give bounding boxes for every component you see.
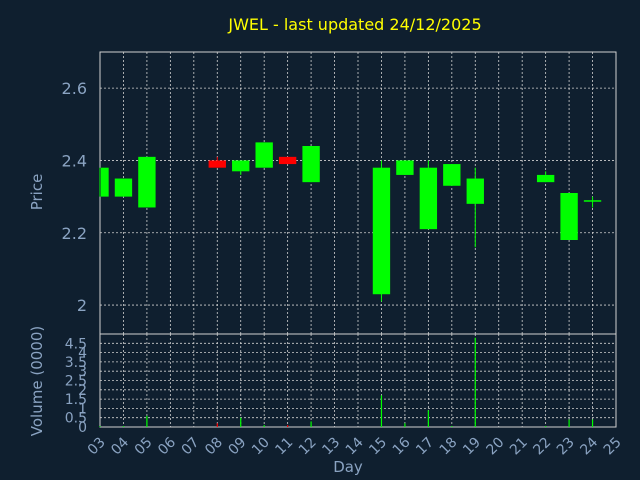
price-tick-label-2.6: 2.6 xyxy=(62,79,87,98)
price-axis-label: Price xyxy=(28,174,46,211)
candle-body-22 xyxy=(536,174,555,183)
volume-tick-label-4.5: 4.5 xyxy=(65,336,87,352)
candle-body-08 xyxy=(208,160,226,168)
candle-body-17 xyxy=(419,167,438,230)
candle-body-16 xyxy=(396,160,414,175)
volume-tick-label-2.5: 2.5 xyxy=(65,374,87,390)
volume-tick-label-0.5: 0.5 xyxy=(65,411,87,427)
candle-body-09 xyxy=(232,160,250,172)
candle-body-12 xyxy=(302,146,320,183)
volume-tick-label-3.5: 3.5 xyxy=(65,355,87,371)
candle-body-11 xyxy=(278,156,297,165)
volume-panel: 00.511.522.533.544.5 xyxy=(65,333,617,436)
candle-body-19 xyxy=(466,178,484,204)
volume-tick-label-4: 4 xyxy=(78,346,87,362)
x-axis-label: Day xyxy=(333,458,363,476)
x-axis: 03 04 05 06 07 08 09 10 11 12 13 14 15 16 17 18 19 20 21 22… xyxy=(85,434,625,458)
price-panel: 2 2.2 2.4 2.6 xyxy=(62,51,617,335)
volume-tick-label-1.5: 1.5 xyxy=(65,392,87,408)
volume-tick-label-3: 3 xyxy=(78,364,87,380)
volume-tick-label-2: 2 xyxy=(78,383,87,399)
candle-body-04 xyxy=(114,178,133,197)
price-tick-label-2: 2 xyxy=(77,296,87,315)
price-tick-label-2.4: 2.4 xyxy=(62,151,87,170)
candle-body-24 xyxy=(583,200,602,202)
chart-title: JWEL - last updated 24/12/2025 xyxy=(227,15,481,34)
candle-body-10 xyxy=(255,142,273,168)
volume-axis-label: Volume (0000) xyxy=(28,326,46,436)
candle-body-18 xyxy=(443,164,461,186)
candle-body-23 xyxy=(560,193,578,240)
price-tick-label-2.2: 2.2 xyxy=(62,224,87,243)
volume-tick-label-1: 1 xyxy=(78,401,87,417)
candle-body-15 xyxy=(372,167,391,295)
candle-body-05 xyxy=(138,156,156,208)
volume-tick-label-0: 0 xyxy=(78,420,87,436)
candle-body-03 xyxy=(101,167,109,197)
